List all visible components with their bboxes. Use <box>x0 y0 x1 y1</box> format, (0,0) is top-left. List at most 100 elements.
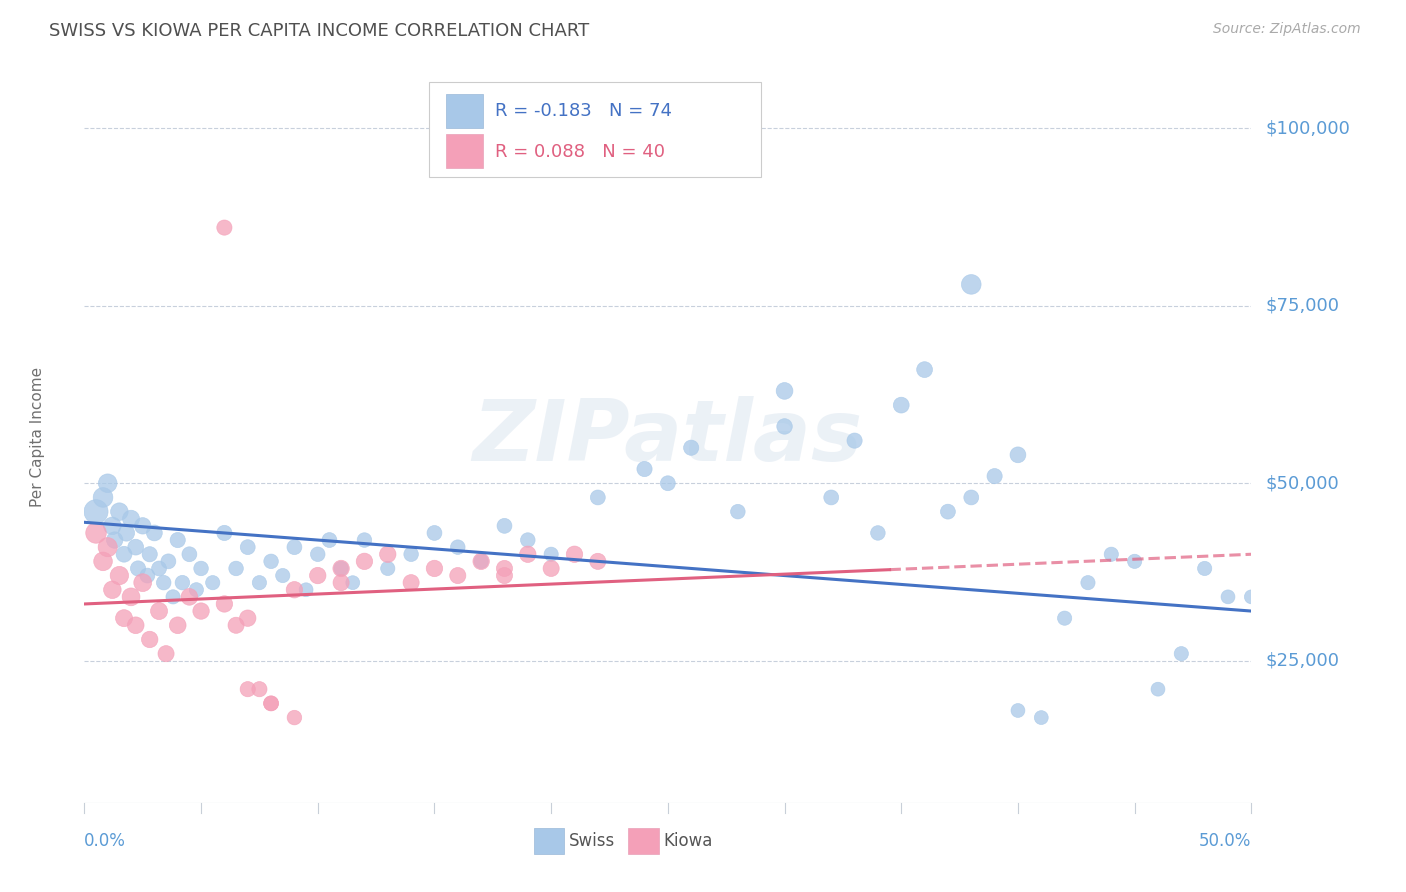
Point <box>120 512 142 526</box>
Point <box>162 590 184 604</box>
Point <box>283 582 305 597</box>
Point <box>1077 575 1099 590</box>
Point <box>307 547 329 561</box>
Point <box>214 525 236 540</box>
Point <box>423 561 446 575</box>
Point <box>1147 682 1170 697</box>
Point <box>201 575 224 590</box>
Point <box>914 362 936 376</box>
Point <box>516 547 538 561</box>
Point <box>179 547 201 561</box>
Point <box>214 220 236 235</box>
Point <box>91 554 114 568</box>
Point <box>447 568 470 582</box>
Point <box>1240 590 1263 604</box>
Point <box>470 554 492 568</box>
Point <box>136 568 159 582</box>
Point <box>890 398 912 412</box>
Point <box>152 575 174 590</box>
Point <box>330 561 353 575</box>
Point <box>179 590 201 604</box>
Point <box>820 491 842 505</box>
FancyBboxPatch shape <box>446 135 484 168</box>
Point <box>540 547 562 561</box>
Point <box>1099 547 1122 561</box>
Point <box>236 611 259 625</box>
Text: R = -0.183   N = 74: R = -0.183 N = 74 <box>495 102 672 120</box>
Point <box>148 604 170 618</box>
Point <box>166 618 188 632</box>
Point <box>516 533 538 547</box>
FancyBboxPatch shape <box>429 82 761 178</box>
Point <box>540 561 562 575</box>
Text: Kiowa: Kiowa <box>664 832 713 850</box>
Point <box>236 540 259 554</box>
Point <box>983 469 1005 483</box>
Point <box>470 554 492 568</box>
Point <box>657 476 679 491</box>
Point <box>960 277 983 292</box>
Point <box>586 554 609 568</box>
Point <box>447 540 470 554</box>
Point <box>125 540 148 554</box>
Text: Per Capita Income: Per Capita Income <box>30 367 45 508</box>
Point <box>120 590 142 604</box>
Point <box>283 710 305 724</box>
Point <box>112 611 135 625</box>
Point <box>91 491 114 505</box>
Point <box>101 519 124 533</box>
Text: $75,000: $75,000 <box>1265 297 1340 315</box>
Point <box>108 568 131 582</box>
Point <box>727 505 749 519</box>
Point <box>773 384 796 398</box>
Text: $50,000: $50,000 <box>1265 475 1339 492</box>
Point <box>960 491 983 505</box>
Point <box>97 540 120 554</box>
Point <box>866 525 889 540</box>
Text: 0.0%: 0.0% <box>84 832 127 850</box>
Point <box>143 525 166 540</box>
Point <box>190 604 212 618</box>
Point <box>84 505 107 519</box>
Point <box>104 533 127 547</box>
Point <box>353 554 375 568</box>
FancyBboxPatch shape <box>534 828 564 854</box>
Text: R = 0.088   N = 40: R = 0.088 N = 40 <box>495 143 665 161</box>
Point <box>330 575 353 590</box>
Point <box>112 547 135 561</box>
Point <box>127 561 149 575</box>
Text: Swiss: Swiss <box>568 832 614 850</box>
Point <box>1031 710 1053 724</box>
Point <box>586 491 609 505</box>
FancyBboxPatch shape <box>446 94 484 128</box>
Point <box>1053 611 1076 625</box>
Point <box>157 554 180 568</box>
Point <box>1194 561 1216 575</box>
Point <box>318 533 340 547</box>
Point <box>190 561 212 575</box>
Text: $100,000: $100,000 <box>1265 120 1350 137</box>
Point <box>773 419 796 434</box>
Point <box>681 441 703 455</box>
Point <box>225 561 247 575</box>
Point <box>494 568 516 582</box>
Point <box>399 547 422 561</box>
Point <box>249 682 271 697</box>
Point <box>494 561 516 575</box>
Point <box>283 540 305 554</box>
Point <box>225 618 247 632</box>
Text: 50.0%: 50.0% <box>1199 832 1251 850</box>
Point <box>342 575 364 590</box>
Point <box>399 575 422 590</box>
Point <box>125 618 148 632</box>
Point <box>132 519 155 533</box>
Point <box>1007 704 1029 718</box>
Point <box>307 568 329 582</box>
Point <box>148 561 170 575</box>
Text: $25,000: $25,000 <box>1265 652 1340 670</box>
Point <box>260 554 283 568</box>
Point <box>844 434 866 448</box>
Text: Source: ZipAtlas.com: Source: ZipAtlas.com <box>1213 22 1361 37</box>
Point <box>132 575 155 590</box>
Point <box>260 697 283 711</box>
